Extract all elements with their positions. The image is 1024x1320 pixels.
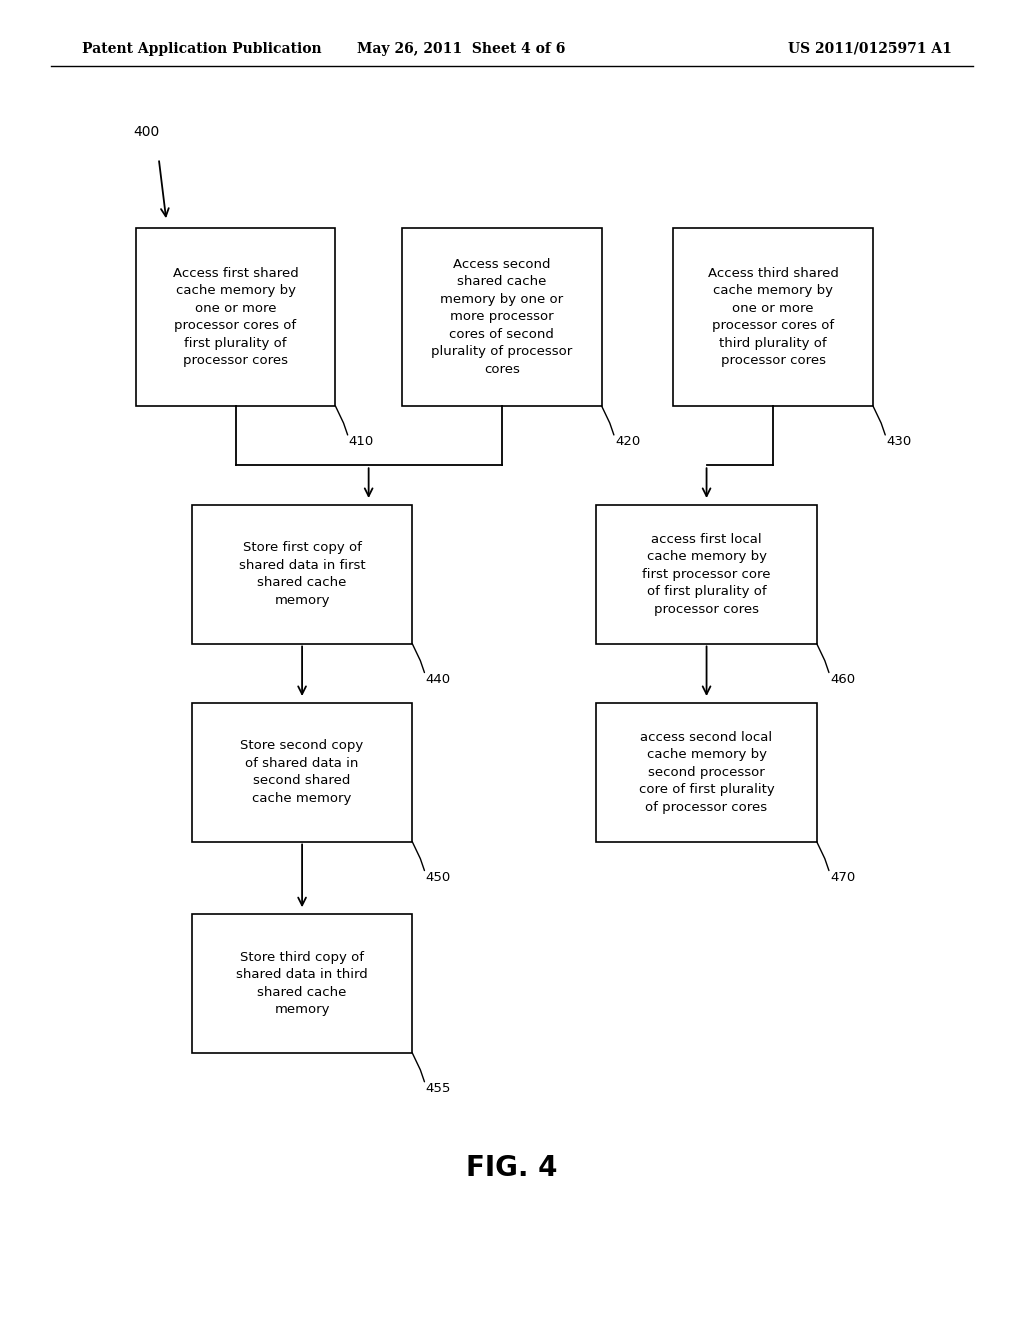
Text: 460: 460 [829,673,855,685]
Text: Store third copy of
shared data in third
shared cache
memory: Store third copy of shared data in third… [237,950,368,1016]
Text: Access first shared
cache memory by
one or more
processor cores of
first plurali: Access first shared cache memory by one … [173,267,298,367]
Text: US 2011/0125971 A1: US 2011/0125971 A1 [788,42,952,55]
Bar [674,227,872,407]
Bar [135,227,336,407]
Text: Patent Application Publication: Patent Application Publication [82,42,322,55]
Text: 470: 470 [829,871,855,883]
Text: 455: 455 [426,1082,451,1094]
Bar [401,227,601,407]
Text: 430: 430 [887,436,911,447]
Text: 450: 450 [426,871,451,883]
Bar [193,704,412,842]
Text: access first local
cache memory by
first processor core
of first plurality of
pr: access first local cache memory by first… [642,533,771,615]
Text: 410: 410 [348,436,374,447]
Text: 420: 420 [614,436,640,447]
Text: Access second
shared cache
memory by one or
more processor
cores of second
plura: Access second shared cache memory by one… [431,257,572,376]
Text: FIG. 4: FIG. 4 [466,1154,558,1183]
Text: 400: 400 [133,124,160,139]
Bar [596,704,816,842]
Text: May 26, 2011  Sheet 4 of 6: May 26, 2011 Sheet 4 of 6 [356,42,565,55]
Bar [193,913,412,1053]
Text: Access third shared
cache memory by
one or more
processor cores of
third plurali: Access third shared cache memory by one … [708,267,839,367]
Text: Store second copy
of shared data in
second shared
cache memory: Store second copy of shared data in seco… [241,739,364,805]
Text: 440: 440 [426,673,451,685]
Bar [596,506,816,644]
Text: access second local
cache memory by
second processor
core of first plurality
of : access second local cache memory by seco… [639,731,774,813]
Text: Store first copy of
shared data in first
shared cache
memory: Store first copy of shared data in first… [239,541,366,607]
Bar [193,506,412,644]
